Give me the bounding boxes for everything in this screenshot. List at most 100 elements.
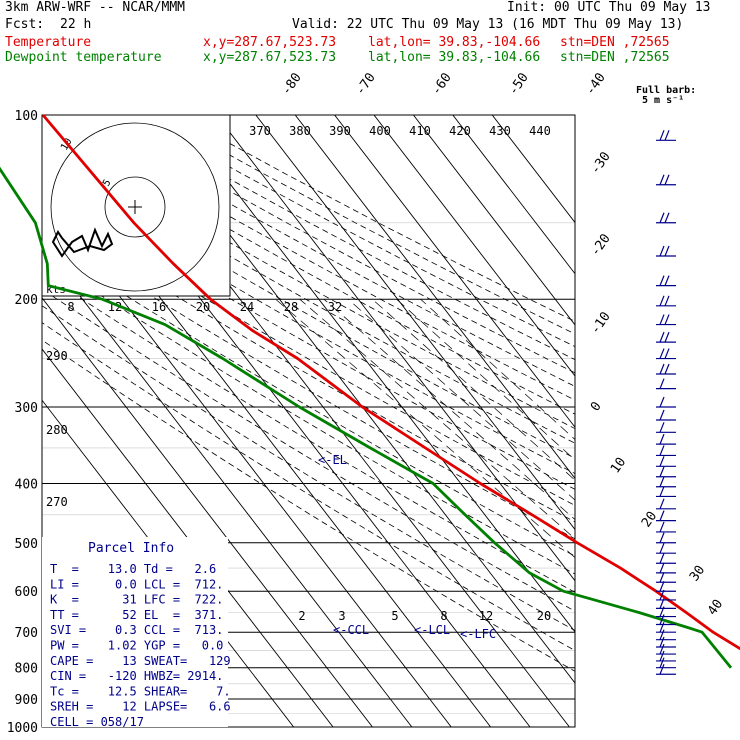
- isotherm-label: -10: [588, 309, 614, 337]
- parcel-info-title: Parcel Info: [88, 541, 174, 556]
- isotherm-label: -80: [279, 70, 305, 98]
- wind-barb-flag: [659, 445, 665, 456]
- wind-barb-flag: [659, 314, 665, 325]
- moist-adiabat-0: [275, 298, 575, 559]
- wind-barb: [656, 275, 676, 287]
- wind-barb-flag: [659, 606, 665, 617]
- plot-frame: [41, 114, 576, 728]
- wind-barb-flag: [659, 295, 665, 307]
- wind-barb: [656, 498, 676, 510]
- wind-barb-flag: [659, 433, 665, 445]
- hodograph-center: [128, 200, 142, 214]
- hodograph: 5 10 kts: [41, 114, 231, 297]
- parcel-info-row: CIN = -120 HWBZ= 2914.: [50, 669, 223, 683]
- wind-barb: [656, 476, 676, 488]
- level-annotations: <-EL <-CCL <-LCL <-LFC: [318, 453, 496, 641]
- wind-barbs: [656, 130, 676, 675]
- wind-barb-flag: [659, 396, 665, 408]
- isotherm--30: [176, 115, 575, 633]
- wind-barb: [656, 521, 676, 533]
- station-temp: stn=DEN ,72565: [560, 35, 670, 50]
- wind-barb-flag: [659, 466, 665, 477]
- wind-barb: [656, 295, 676, 307]
- wind-barb-flag: [659, 348, 665, 359]
- wind-barb-flag: [659, 174, 665, 185]
- dry-adiabat-290: [42, 272, 575, 593]
- wind-barb-flag: [659, 130, 665, 141]
- theta-label: 440: [529, 124, 551, 138]
- mixing-ratio-label: 8: [440, 609, 447, 623]
- mixing-ratio-label: 5: [391, 609, 398, 623]
- isotherm-30: [413, 115, 575, 326]
- wind-barb-flag: [664, 295, 670, 307]
- wind-barb: [656, 553, 676, 564]
- isotherm--10: [255, 115, 575, 531]
- theta-label: 380: [289, 124, 311, 138]
- dry-adiabat-460: [156, 115, 575, 335]
- pressure-label-1000: 1000: [7, 721, 38, 736]
- mixing-ratio-label: 3: [338, 609, 345, 623]
- moist-adiabat-10: [323, 298, 575, 521]
- wind-barb-flag: [664, 314, 670, 325]
- wind-barb-flag: [664, 331, 670, 343]
- wind-barb: [656, 664, 676, 675]
- wind-barb-flag: [659, 621, 665, 633]
- isotherm-label: 0: [588, 399, 605, 414]
- wind-barb: [656, 581, 676, 592]
- isotherm-label: -30: [588, 149, 614, 177]
- isotherm-label: -70: [353, 70, 379, 98]
- forecast-hours: 22 h: [60, 17, 92, 32]
- parcel-info-row: SREH = 12 LAPSE= 6.6: [50, 700, 231, 714]
- dry-adiabat-310: [42, 241, 575, 557]
- parcel-info-background: [42, 537, 228, 727]
- wind-barb: [656, 445, 676, 457]
- moist-adiabat-20: [372, 298, 575, 481]
- parcel-info-row: LI = 0.0 LCL = 712.: [50, 577, 223, 591]
- wind-barb-flag: [664, 363, 670, 375]
- wind-barb: [656, 409, 676, 421]
- theta-labels: 370 380 390 400 410 420 430 440: [249, 124, 551, 138]
- wind-barb: [656, 422, 676, 433]
- isotherm-0: [294, 115, 575, 480]
- wind-barb: [656, 636, 676, 648]
- wind-barb-flag: [659, 664, 665, 675]
- wind-barb-flag: [659, 510, 665, 521]
- wind-barb-flag: [659, 629, 665, 640]
- dry-adiabat-390: [42, 131, 575, 430]
- wind-barb: [656, 606, 676, 618]
- parcel-info-row: SVI = 0.3 CCL = 713.: [50, 623, 223, 637]
- theta-label: 430: [489, 124, 511, 138]
- pressure-label-300: 300: [15, 401, 38, 416]
- level-annotation: <-LFC: [460, 627, 496, 641]
- dry-adiabat-280: [42, 288, 575, 612]
- wind-barb: [656, 532, 676, 544]
- isotherm--90: [42, 245, 413, 727]
- wind-barb-flag: [664, 212, 670, 223]
- dewpoint-legend: Dewpoint temperature: [5, 50, 162, 65]
- wind-barb: [656, 314, 676, 326]
- dry-adiabat-320: [42, 226, 575, 540]
- upper-scale-label: 28: [284, 300, 298, 314]
- wind-barb-flag: [659, 643, 665, 655]
- level-annotation: <-CCL: [333, 623, 369, 637]
- hodograph-frame: [41, 114, 231, 297]
- upper-scale-label: 8: [67, 300, 74, 314]
- moist-adiabat-5: [299, 298, 575, 540]
- wind-barb: [656, 433, 676, 445]
- wind-barb-flag: [659, 571, 665, 583]
- valid-time: Valid: 22 UTC Thu 09 May 13 (16 MDT Thu …: [292, 17, 684, 32]
- pressure-label-700: 700: [15, 626, 38, 641]
- wind-barb-flag: [659, 636, 665, 648]
- wind-barb-flag: [659, 378, 665, 389]
- upper-scale-labels: 8 12 16 20 24 28 32: [67, 300, 342, 314]
- moist-adiabat-25: [396, 298, 575, 461]
- pressure-label-500: 500: [15, 537, 38, 552]
- moist-adiabat-15: [347, 298, 575, 501]
- latlon-temp: lat,lon= 39.83,-104.66: [368, 35, 541, 50]
- wind-barb: [656, 130, 676, 141]
- wind-barb: [656, 621, 676, 633]
- hodograph-trace: [51, 227, 114, 258]
- wind-barb-flag: [659, 542, 665, 554]
- wind-barb: [656, 396, 676, 408]
- dry-adiabat-330: [42, 212, 575, 523]
